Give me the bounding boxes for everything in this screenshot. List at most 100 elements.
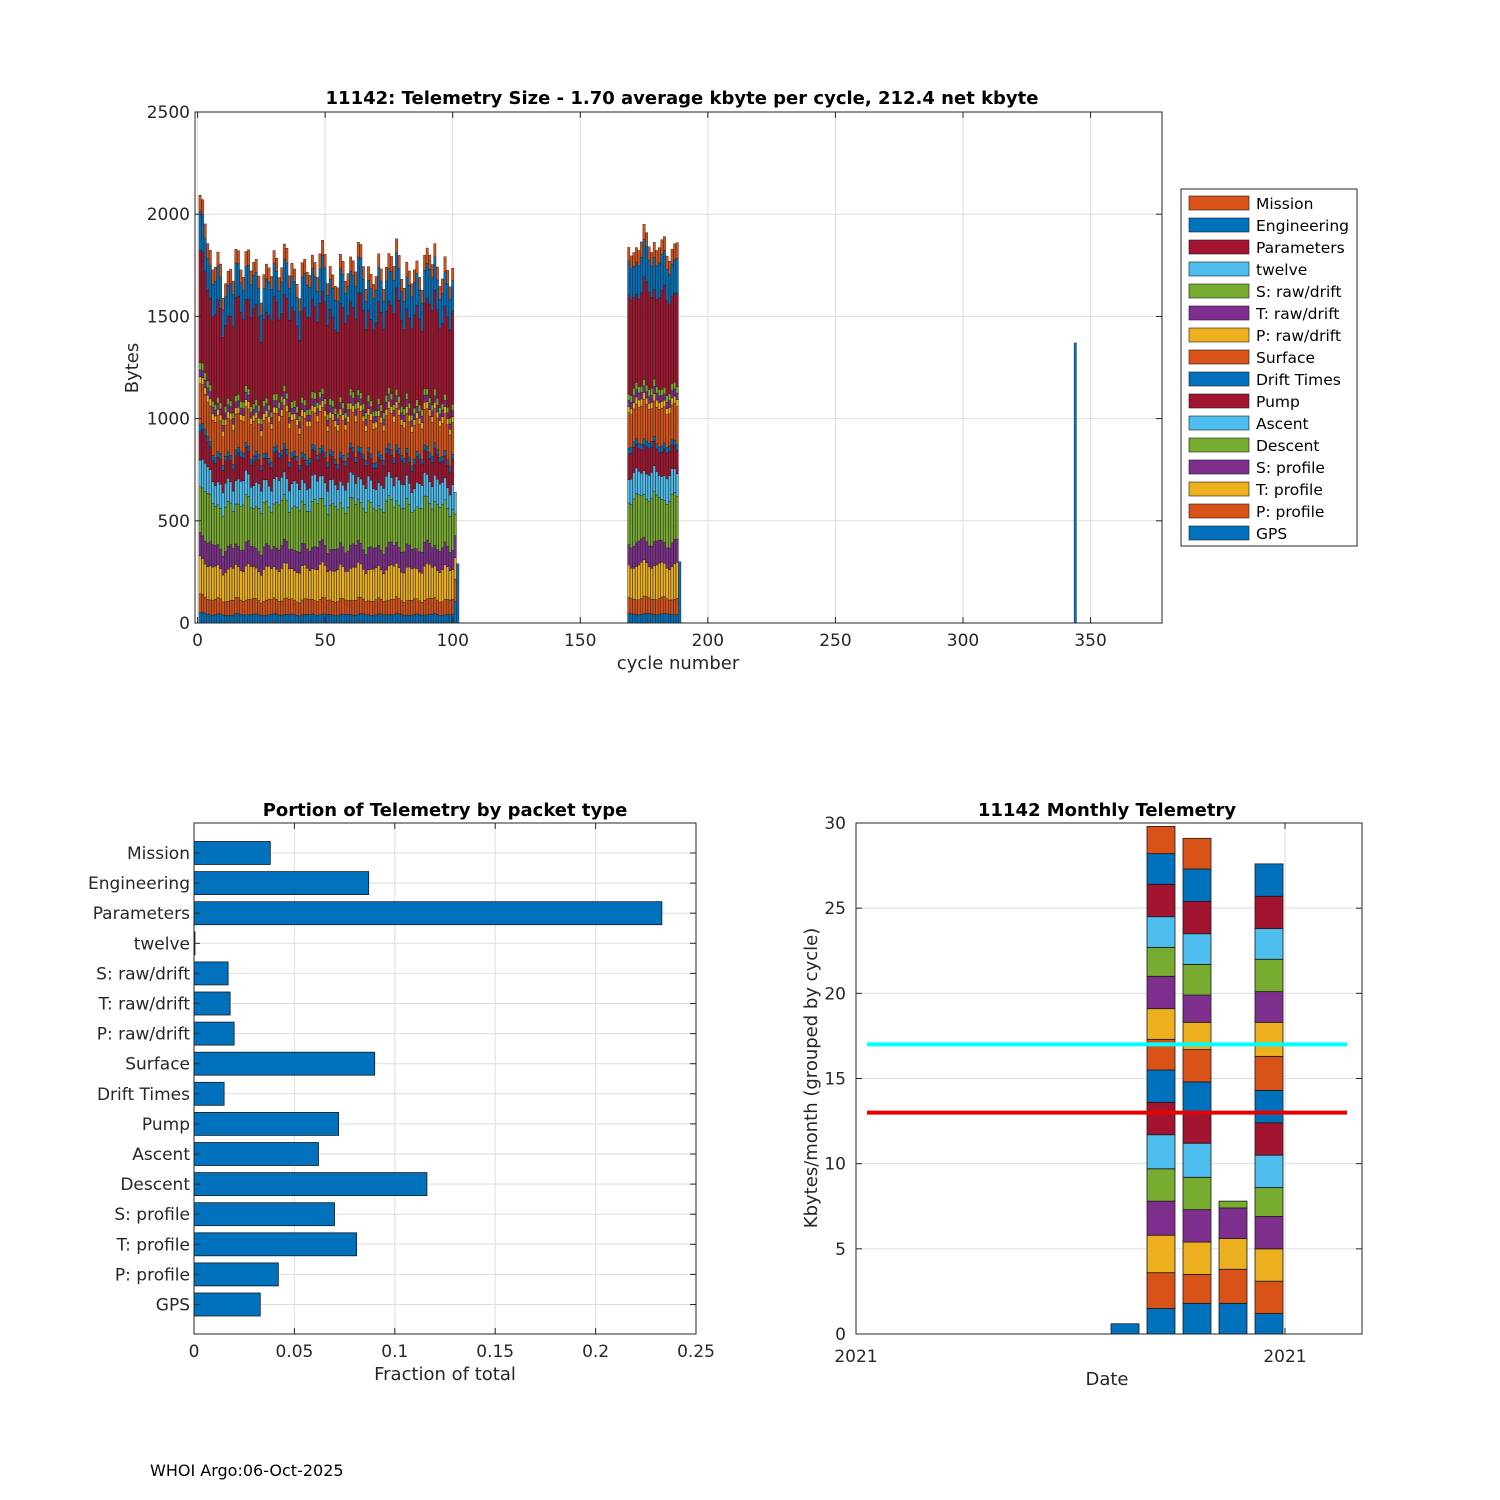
top-bar-segment: [303, 564, 307, 599]
top-bar-segment: [407, 270, 411, 286]
top-bar-segment: [229, 316, 233, 402]
top-bar-segment: [436, 479, 439, 505]
top-bar-segment: [231, 490, 235, 512]
top-bar-segment: [413, 407, 416, 415]
top-bar-segment: [640, 561, 643, 599]
top-bar-segment: [415, 418, 419, 452]
top-bar-segment: [300, 310, 304, 398]
monthly-bar-segment: [1254, 1021, 1284, 1057]
hbar-bar: [193, 841, 271, 865]
top-bar-segment: [242, 452, 245, 459]
top-bar-segment: [285, 541, 289, 564]
top-bar-segment: [382, 614, 386, 624]
top-bar-segment: [339, 451, 342, 459]
top-bar-segment: [308, 408, 312, 416]
top-bar-segment: [433, 289, 437, 390]
top-bar-segment: [448, 599, 452, 615]
top-bar-segment: [259, 424, 263, 432]
top-bar-segment: [214, 422, 217, 459]
top-bar-segment: [331, 399, 335, 408]
top-bar-segment: [295, 506, 299, 552]
top-bar-segment: [367, 415, 370, 449]
top-bar-segment: [640, 614, 643, 624]
top-bar-segment: [436, 411, 439, 419]
footer-stamp: WHOI Argo:06-Oct-2025: [150, 1461, 344, 1480]
top-bar-segment: [369, 502, 373, 547]
top-bar-segment: [362, 421, 365, 455]
top-bar-segment: [310, 398, 314, 406]
top-bar-segment: [642, 399, 646, 439]
top-bar-segment: [272, 597, 276, 614]
top-bar-segment: [407, 461, 411, 484]
top-bar-segment: [384, 547, 388, 571]
top-bar-segment: [221, 465, 225, 471]
top-bar-segment: [259, 315, 263, 343]
top-bar-segment: [384, 600, 388, 615]
top-bar-segment: [647, 292, 651, 390]
top-bar-segment: [390, 256, 393, 272]
top-bar-segment: [313, 546, 317, 570]
top-bar-segment: [420, 409, 424, 417]
top-bar-segment: [364, 425, 368, 432]
top-bar-segment: [425, 263, 429, 299]
top-bar-segment: [326, 571, 330, 601]
top-bar-segment: [295, 419, 299, 426]
top-bar-segment: [645, 440, 648, 448]
top-bar-segment: [323, 254, 327, 269]
top-bar-segment: [237, 250, 240, 265]
top-bar-segment: [367, 447, 370, 454]
top-bar-segment: [293, 570, 296, 601]
top-bar-segment: [400, 412, 404, 420]
top-bar-segment: [441, 547, 444, 570]
top-bar-segment: [239, 401, 243, 409]
top-y-axis-label: Bytes: [122, 343, 143, 394]
top-bar-segment: [448, 494, 452, 517]
top-bar-segment: [359, 292, 363, 393]
top-bar-segment: [402, 301, 406, 330]
top-bar-segment: [323, 505, 327, 546]
top-bar-segment: [244, 614, 248, 624]
top-bar-segment: [647, 389, 651, 398]
top-bar-segment: [670, 614, 674, 624]
top-bar-segment: [657, 395, 661, 403]
top-bar-segment: [420, 289, 424, 304]
top-bar-segment: [632, 252, 636, 267]
top-bar-segment: [249, 566, 253, 600]
top-bar-segment: [443, 599, 447, 616]
top-bar-segment: [451, 454, 455, 461]
top-bar-segment: [675, 614, 679, 624]
top-bar-segment: [275, 451, 279, 477]
top-bar-segment: [372, 411, 375, 418]
top-bar-segment: [341, 507, 345, 547]
top-bar-segment: [234, 480, 238, 505]
top-bar-segment: [453, 579, 457, 602]
top-bar-segment: [321, 539, 324, 563]
top-bar-segment: [321, 475, 324, 499]
hbar-bar: [193, 1172, 428, 1196]
top-bar-segment: [237, 400, 240, 408]
top-bar-segment: [415, 568, 419, 599]
top-bar-segment: [237, 546, 240, 567]
top-bar-segment: [201, 370, 205, 378]
top-bar-segment: [280, 395, 284, 403]
hbar-x-tick-label: 0.15: [476, 1342, 514, 1362]
top-bar-segment: [331, 479, 335, 504]
top-bar-segment: [448, 286, 452, 300]
top-bar-segment: [627, 503, 631, 545]
top-bar-segment: [216, 544, 220, 566]
top-bar-segment: [270, 417, 273, 424]
top-bar-segment: [635, 614, 638, 624]
top-bar-segment: [665, 300, 669, 396]
top-bar-segment: [214, 415, 217, 423]
top-bar-segment: [272, 296, 276, 395]
top-bar-segment: [420, 331, 424, 411]
top-bar-segment: [430, 486, 434, 510]
top-bar-segment: [627, 412, 631, 449]
top-bar-segment: [446, 418, 449, 425]
top-bar-segment: [341, 455, 345, 462]
top-bar-segment: [277, 480, 281, 506]
top-bar-segment: [640, 292, 643, 387]
legend-label: T: raw/drift: [1255, 305, 1339, 323]
top-bar-segment: [637, 540, 641, 566]
top-bar-segment: [277, 415, 281, 423]
